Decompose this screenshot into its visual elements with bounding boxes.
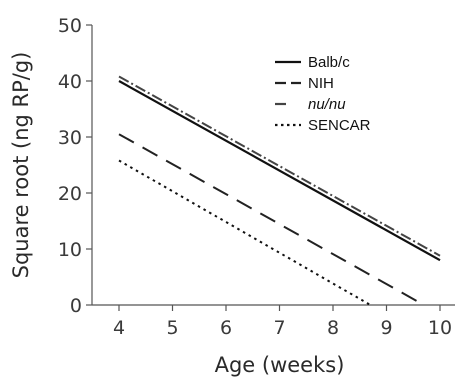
legend-label: NIH	[308, 75, 334, 92]
x-tick-label: 6	[220, 317, 232, 339]
y-tick-label: 0	[70, 295, 82, 317]
x-tick-label: 7	[273, 317, 285, 339]
x-tick-label: 9	[380, 317, 392, 339]
y-tick-label: 20	[58, 183, 82, 205]
legend: Balb/c NIH nu/nu SENCAR	[275, 54, 371, 134]
x-tick-label: 10	[428, 317, 452, 339]
series-lines	[118, 75, 441, 306]
y-axis-title: Square root (ng RP/g)	[9, 52, 33, 279]
series-line-balb-c	[118, 80, 441, 262]
x-axis-title: Age (weeks)	[215, 353, 345, 377]
series-line-nih	[118, 133, 425, 306]
legend-label: SENCAR	[308, 117, 371, 134]
x-tick-label: 4	[113, 317, 125, 339]
legend-label: Balb/c	[308, 54, 350, 71]
axes	[91, 25, 455, 306]
x-axis-ticks: 4 5 6 7 8 9 10	[113, 305, 452, 339]
y-tick-label: 30	[58, 127, 82, 149]
y-axis-ticks: 0 10 20 30 40 50	[58, 15, 92, 317]
x-tick-label: 5	[166, 317, 178, 339]
y-tick-label: 10	[58, 239, 82, 261]
series-line-nu-nu	[118, 75, 441, 257]
y-tick-label: 50	[58, 15, 82, 37]
x-tick-label: 8	[327, 317, 339, 339]
series-line-sencar	[118, 159, 371, 306]
legend-label: nu/nu	[308, 96, 346, 113]
y-tick-label: 40	[58, 71, 82, 93]
